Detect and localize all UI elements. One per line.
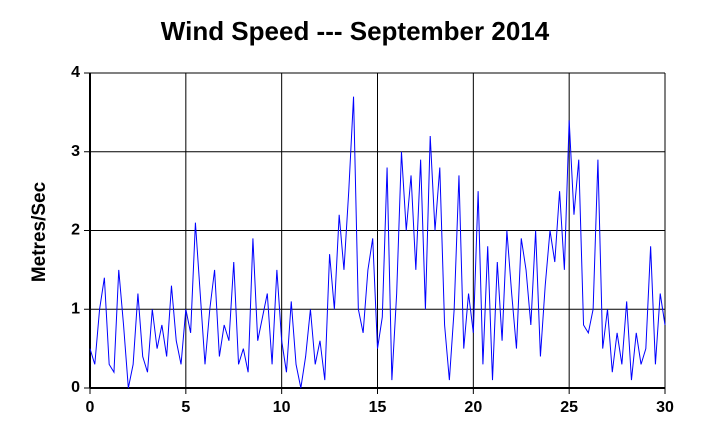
- y-tick-label: 2: [71, 222, 80, 239]
- y-tick-label: 0: [71, 379, 80, 396]
- x-tick-label: 25: [560, 399, 578, 416]
- chart-title: Wind Speed --- September 2014: [161, 16, 550, 46]
- wind-line: [89, 96, 666, 389]
- y-tick-label: 3: [71, 143, 80, 160]
- x-tick-label: 10: [273, 399, 291, 416]
- x-tick-label: 20: [464, 399, 482, 416]
- x-tick-label: 30: [656, 399, 674, 416]
- y-tick-label: 4: [71, 64, 80, 81]
- y-tick-label: 1: [71, 300, 80, 317]
- x-tick-label: 5: [181, 399, 190, 416]
- x-tick-label: 15: [369, 399, 387, 416]
- y-axis-label: Metres/Sec: [29, 181, 50, 282]
- x-tick-label: 0: [86, 399, 95, 416]
